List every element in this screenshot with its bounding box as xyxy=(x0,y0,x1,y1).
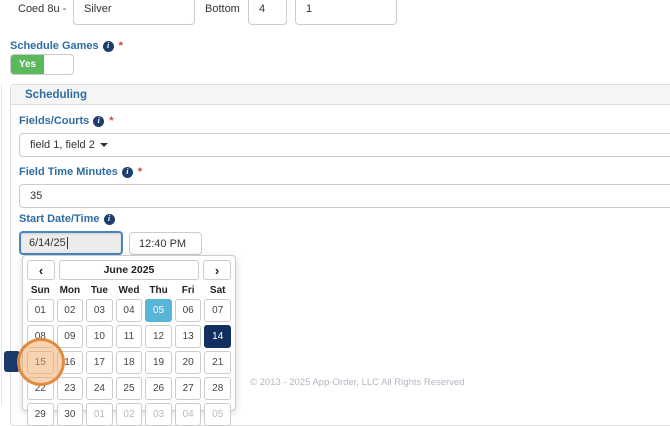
calendar-day[interactable]: 05 xyxy=(145,299,172,322)
bracket-label: Bottom xyxy=(205,3,240,15)
calendar-day[interactable]: 26 xyxy=(145,377,172,400)
calendar-day[interactable]: 17 xyxy=(86,351,113,374)
fields-courts-label: Fields/Courts xyxy=(19,115,90,127)
calendar-prev-button[interactable]: ‹ xyxy=(27,260,55,280)
calendar-day[interactable]: 08 xyxy=(27,325,54,348)
calendar-day[interactable]: 03 xyxy=(86,299,113,322)
chevron-right-icon: › xyxy=(214,262,220,278)
calendar-weekday: Sun xyxy=(30,285,50,296)
calendar-day[interactable]: 04 xyxy=(115,299,143,322)
calendar-day[interactable]: 21 xyxy=(204,351,231,374)
fields-courts-select-value: field 1, field 2 xyxy=(30,139,95,151)
fields-courts-select[interactable]: field 1, field 2 xyxy=(19,133,670,157)
date-picker-popup: ‹ June 2025 › Sun Mon Tue Wed Thu Fri Sat 01 02… xyxy=(22,255,236,426)
calendar-day[interactable]: 14 xyxy=(204,325,231,348)
hidden-action-button[interactable] xyxy=(4,351,20,372)
calendar-day[interactable]: 10 xyxy=(86,325,113,348)
calendar-day[interactable]: 28 xyxy=(204,377,231,400)
field-time-minutes-label: Field Time Minutes xyxy=(19,166,118,178)
calendar-day[interactable]: 01 xyxy=(86,403,113,426)
calendar-day[interactable]: 15 xyxy=(27,351,54,374)
calendar-weekday: Wed xyxy=(118,285,140,296)
calendar-day[interactable]: 01 xyxy=(27,299,54,322)
calendar-weekday: Tue xyxy=(90,285,108,296)
scheduling-panel-header: Scheduling xyxy=(11,85,670,105)
bracket-number-input[interactable] xyxy=(248,0,287,25)
calendar-day[interactable]: 02 xyxy=(115,403,143,426)
start-date-value: 6/14/25 xyxy=(29,237,66,249)
calendar-day[interactable]: 27 xyxy=(174,377,202,400)
calendar-month-label: June 2025 xyxy=(103,264,155,276)
calendar-weekday-row: Sun Mon Tue Wed Thu Fri Sat xyxy=(27,285,231,296)
scheduling-panel-title: Scheduling xyxy=(25,88,87,101)
calendar-day[interactable]: 20 xyxy=(174,351,202,374)
fields-courts-label-row: Fields/Courts i * xyxy=(19,115,114,127)
text-cursor xyxy=(66,237,68,249)
calendar-month-button[interactable]: June 2025 xyxy=(59,260,199,280)
field-time-minutes-input[interactable] xyxy=(19,184,670,208)
required-asterisk: * xyxy=(118,40,123,52)
calendar-grid: 01 02 03 04 05 06 07 08 09 10 11 12 13 14 15 16 17 18 19 20… xyxy=(27,299,231,426)
chevron-left-icon: ‹ xyxy=(38,262,44,278)
calendar-day[interactable]: 22 xyxy=(27,377,54,400)
start-time-input[interactable]: 12:40 PM xyxy=(129,232,202,255)
schedule-games-label: Schedule Games xyxy=(10,40,99,52)
info-icon[interactable]: i xyxy=(103,213,115,225)
calendar-day[interactable]: 07 xyxy=(204,299,231,322)
calendar-day[interactable]: 19 xyxy=(145,351,172,374)
schedule-games-toggle[interactable]: Yes xyxy=(10,54,74,75)
footer-copyright: © 2013 - 2025 App-Order, LLC All Rights … xyxy=(250,377,465,388)
calendar-day[interactable]: 23 xyxy=(56,377,84,400)
division-name-input[interactable] xyxy=(73,0,195,25)
page-left-divider xyxy=(1,84,2,405)
calendar-day[interactable]: 05 xyxy=(204,403,231,426)
division-label: Coed 8u - xyxy=(18,3,67,15)
calendar-header: ‹ June 2025 › xyxy=(27,260,231,280)
calendar-day[interactable]: 04 xyxy=(174,403,202,426)
calendar-day[interactable]: 03 xyxy=(145,403,172,426)
calendar-day[interactable]: 18 xyxy=(115,351,143,374)
calendar-day[interactable]: 09 xyxy=(56,325,84,348)
calendar-day[interactable]: 30 xyxy=(56,403,84,426)
required-asterisk: * xyxy=(137,166,143,178)
start-date-input[interactable]: 6/14/25 xyxy=(19,231,123,255)
start-date-time-label: Start Date/Time xyxy=(19,213,100,225)
calendar-day[interactable]: 24 xyxy=(86,377,113,400)
calendar-weekday: Mon xyxy=(59,285,81,296)
start-date-time-label-row: Start Date/Time i xyxy=(19,213,115,225)
schedule-games-label-row: Schedule Games i * xyxy=(10,40,123,52)
field-time-label-row: Field Time Minutes i * xyxy=(19,166,142,178)
info-icon[interactable]: i xyxy=(93,115,105,127)
calendar-day[interactable]: 16 xyxy=(56,351,84,374)
calendar-day[interactable]: 12 xyxy=(145,325,172,348)
info-icon[interactable]: i xyxy=(102,40,114,52)
chevron-down-icon xyxy=(99,143,108,147)
toggle-yes-segment[interactable]: Yes xyxy=(11,55,44,74)
calendar-weekday: Sat xyxy=(209,285,226,296)
start-time-value: 12:40 PM xyxy=(139,237,187,250)
seed-number-input[interactable] xyxy=(295,0,397,25)
calendar-next-button[interactable]: › xyxy=(203,260,231,280)
calendar-weekday: Thu xyxy=(149,285,168,296)
calendar-day[interactable]: 02 xyxy=(56,299,84,322)
calendar-day[interactable]: 06 xyxy=(174,299,202,322)
calendar-day[interactable]: 29 xyxy=(27,403,54,426)
info-icon[interactable]: i xyxy=(121,166,133,178)
calendar-day[interactable]: 11 xyxy=(115,325,143,348)
calendar-weekday: Fri xyxy=(181,285,195,296)
required-asterisk: * xyxy=(109,115,114,127)
calendar-day[interactable]: 13 xyxy=(174,325,202,348)
calendar-day[interactable]: 25 xyxy=(115,377,143,400)
